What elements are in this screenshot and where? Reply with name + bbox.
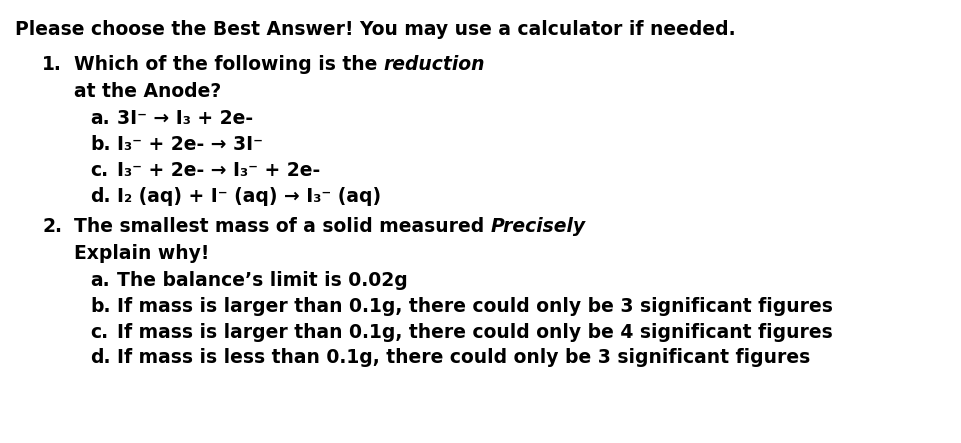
Text: c.: c. — [90, 161, 109, 180]
Text: 2.: 2. — [42, 217, 62, 236]
Text: I₂ (aq) + I⁻ (aq) → I₃⁻ (aq): I₂ (aq) + I⁻ (aq) → I₃⁻ (aq) — [117, 187, 382, 206]
Text: Please choose the Best Answer! You may use a calculator if needed.: Please choose the Best Answer! You may u… — [15, 20, 736, 39]
Text: The smallest mass of a solid measured: The smallest mass of a solid measured — [74, 217, 491, 236]
Text: a.: a. — [90, 271, 110, 290]
Text: I₃⁻ + 2e- → I₃⁻ + 2e-: I₃⁻ + 2e- → I₃⁻ + 2e- — [117, 161, 320, 180]
Text: I₃⁻ + 2e- → 3I⁻: I₃⁻ + 2e- → 3I⁻ — [117, 135, 263, 154]
Text: The balance’s limit is 0.02g: The balance’s limit is 0.02g — [117, 271, 408, 290]
Text: If mass is larger than 0.1g, there could only be 4 significant figures: If mass is larger than 0.1g, there could… — [117, 323, 833, 342]
Text: 3I⁻ → I₃ + 2e-: 3I⁻ → I₃ + 2e- — [117, 109, 254, 128]
Text: 1.: 1. — [42, 55, 62, 74]
Text: b.: b. — [90, 135, 111, 154]
Text: b.: b. — [90, 297, 111, 316]
Text: at the Anode?: at the Anode? — [74, 82, 221, 101]
Text: If mass is larger than 0.1g, there could only be 3 significant figures: If mass is larger than 0.1g, there could… — [117, 297, 833, 316]
Text: Explain why!: Explain why! — [74, 244, 209, 263]
Text: Which of the following is the: Which of the following is the — [74, 55, 383, 74]
Text: If mass is less than 0.1g, there could only be 3 significant figures: If mass is less than 0.1g, there could o… — [117, 348, 810, 367]
Text: Precisely: Precisely — [491, 217, 586, 236]
Text: d.: d. — [90, 187, 111, 206]
Text: a.: a. — [90, 109, 110, 128]
Text: d.: d. — [90, 348, 111, 367]
Text: c.: c. — [90, 323, 109, 342]
Text: reduction: reduction — [383, 55, 485, 74]
